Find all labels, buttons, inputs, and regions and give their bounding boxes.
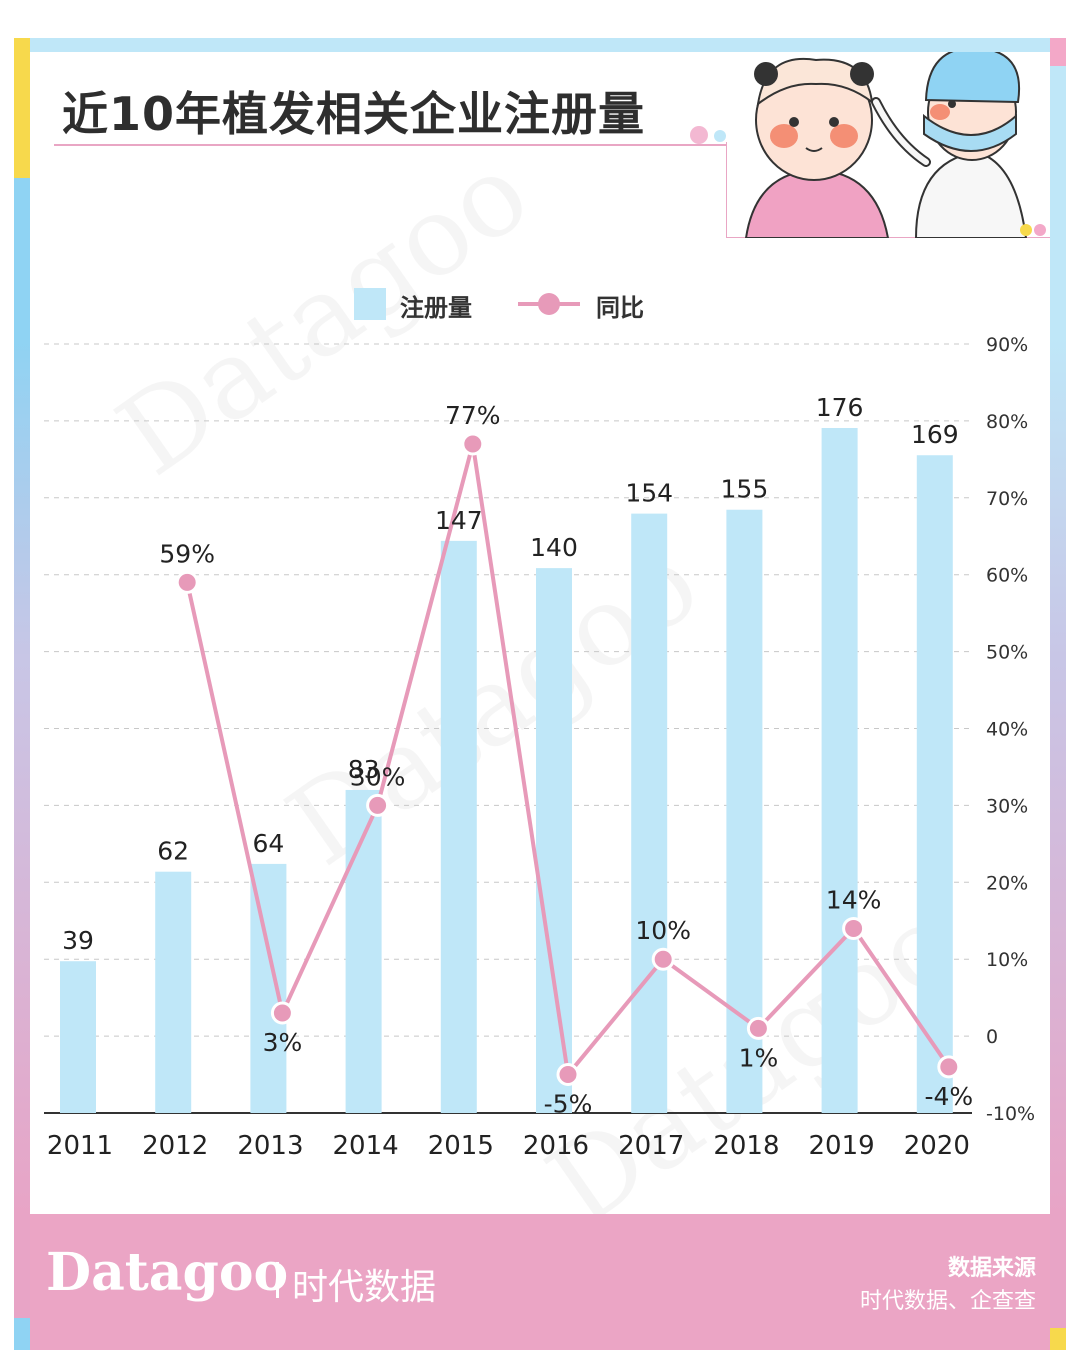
x-tick-label: 2018 [713,1131,779,1161]
legend-bar-label: 注册量 [400,294,472,322]
yoy-point [175,570,199,594]
yoy-value-label: 1% [739,1043,779,1072]
bar-value-label: 62 [157,837,189,866]
y2-tick-label: 50% [986,642,1028,664]
bar [155,871,192,1113]
y2-tick-label: 0 [986,1026,998,1048]
brand-name-cn: 时代数据 [292,1267,437,1308]
y2-tick-label: 20% [986,872,1028,894]
y2-tick-label: 90% [986,334,1028,356]
x-tick-label: 2019 [809,1131,875,1161]
top-border [14,38,1066,52]
yoy-value-label: 59% [159,539,215,568]
bar [250,863,287,1113]
brand-divider [276,1262,279,1298]
bar [345,789,382,1113]
y2-tick-label: 30% [986,795,1028,817]
yoy-point [366,793,390,817]
x-tick-label: 2013 [237,1131,303,1161]
yoy-point [651,947,675,971]
yoy-value-label: -4% [924,1082,973,1111]
bar-value-label: 176 [816,393,864,422]
right-border [1050,38,1066,1350]
bar [60,961,96,1113]
chart-title: 近10年植发相关企业注册量 [62,87,646,141]
yoy-point [270,1001,294,1025]
y2-tick-label: -10% [986,1103,1035,1125]
footer-band [30,1214,1050,1350]
left-border [14,38,30,1350]
yoy-point [937,1055,961,1079]
x-tick-label: 2014 [333,1131,399,1161]
yoy-point [461,432,485,456]
brand-logo: Datagoo [46,1242,289,1303]
bar-value-label: 64 [252,829,284,858]
y2-tick-label: 40% [986,719,1028,741]
bar-value-label: 39 [62,926,94,955]
yoy-value-label: 3% [263,1028,303,1057]
yoy-value-label: 30% [350,762,406,791]
bar-value-label: 83 [348,755,380,784]
hair-transplant-illustration [726,52,1050,238]
yoy-point [556,1063,580,1087]
yoy-value-label: 10% [635,916,691,945]
bar [726,509,763,1114]
y2-tick-label: 70% [986,488,1028,510]
bar [821,428,858,1113]
yoy-value-label: 14% [826,885,882,914]
decor-dot [714,130,726,142]
x-tick-label: 2017 [618,1131,684,1161]
x-tick-label: 2012 [142,1131,208,1161]
x-tick-label: 2011 [47,1131,113,1161]
legend-line-label: 同比 [596,294,644,322]
bar-value-label: 140 [530,533,578,562]
legend-line-marker [538,293,560,315]
x-tick-label: 2020 [904,1131,970,1161]
y2-tick-label: 60% [986,565,1028,587]
bar [440,540,477,1113]
title-underline [54,144,726,146]
bar-value-label: 169 [911,420,959,449]
yoy-value-label: 77% [445,401,501,430]
y2-tick-label: 80% [986,411,1028,433]
yoy-point [746,1016,770,1040]
source-heading: 数据来源 [947,1256,1036,1281]
legend-bar-swatch [354,288,386,320]
decor-dot [690,126,708,144]
bar-value-label: 154 [625,479,673,508]
bar-value-label: 147 [435,506,483,535]
yoy-point [842,916,866,940]
bar-value-label: 155 [721,475,769,504]
bar [631,513,668,1113]
yoy-value-label: -5% [544,1090,593,1119]
y2-tick-label: 10% [986,949,1028,971]
bar [536,568,572,1113]
source-text: 时代数据、企查查 [859,1289,1036,1314]
x-tick-label: 2015 [428,1131,494,1161]
bar [916,455,953,1113]
x-tick-label: 2016 [523,1131,589,1161]
